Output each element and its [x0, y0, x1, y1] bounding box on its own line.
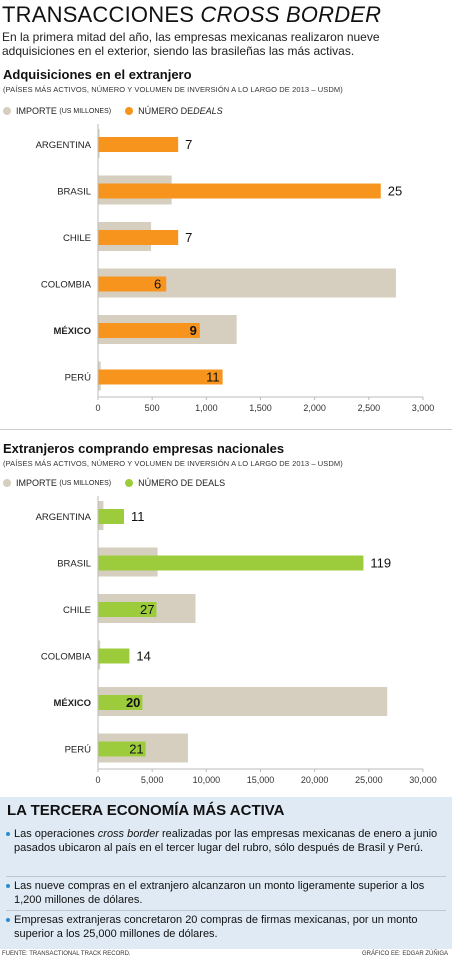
bullet-text-italic: cross border [97, 828, 159, 840]
c2-x-tick-label: 10,000 [193, 775, 221, 785]
c1-deals-bar [98, 183, 381, 199]
c2-category-label: BRASIL [57, 559, 91, 570]
c2-deals-bar [98, 648, 130, 664]
footer: FUENTE: TRANSACTIONAL TRACK RECORD. GRÁF… [0, 950, 452, 960]
c1-deals-bar [98, 369, 223, 385]
c2-deals-label: 119 [370, 556, 391, 571]
legend-label: IMPORTE [16, 478, 57, 488]
c1-x-tick-label: 500 [145, 403, 160, 413]
c1-x-tick-label: 1,000 [195, 403, 218, 413]
c2-x-tick-label: 30,000 [409, 775, 437, 785]
main-title-a: TRANSACCIONES [2, 2, 201, 27]
section-divider [0, 429, 452, 430]
c1-deals-bar [98, 137, 179, 152]
legend-label: NÚMERO DE [138, 106, 194, 116]
c1-category-label: MÉXICO [54, 326, 91, 337]
bullet-text: Las nueve compras en el extranjero alcan… [14, 880, 425, 906]
c1-category-label: CHILE [63, 233, 91, 244]
c1-x-tick-label: 2,000 [303, 403, 326, 413]
c2-category-label: PERÚ [65, 745, 92, 756]
c1-deals-bar [98, 323, 200, 338]
c1-deals-label: 25 [388, 184, 402, 199]
source-note: FUENTE: TRANSACTIONAL TRACK RECORD. [2, 951, 131, 957]
chart1-legend-deals: NÚMERO DE DEALS [125, 106, 223, 116]
legend-label-italic: DEALS [193, 106, 223, 116]
legend-dot-icon [3, 479, 11, 487]
main-title: TRANSACCIONES CROSS BORDER [2, 2, 450, 28]
c2-deals-bar [98, 741, 146, 757]
c1-deals-label: 7 [185, 137, 192, 152]
c2-category-label: ARGENTINA [36, 512, 92, 523]
c2-deals-label: 14 [136, 649, 150, 664]
c1-category-label: ARGENTINA [36, 140, 92, 151]
legend-unit: (US MILLONES) [59, 107, 112, 115]
c1-deals-label: 7 [185, 230, 192, 245]
box-title: LA TERCERA ECONOMÍA MÁS ACTIVA [7, 802, 285, 819]
c2-deals-label: 20 [126, 695, 140, 710]
summary-box: LA TERCERA ECONOMÍA MÁS ACTIVA Las opera… [0, 797, 452, 949]
main-title-b: CROSS BORDER [200, 2, 382, 27]
c1-x-tick-label: 2,500 [358, 403, 381, 413]
c2-deals-label: 27 [140, 602, 154, 617]
c2-deals-label: 11 [131, 509, 145, 524]
chart1-svg: ARGENTINA 7 BRASIL 25 CHILE 7 COLOMBIA 6 MÉXICO 9… [36, 124, 435, 413]
bullet-dot-icon [6, 884, 10, 888]
c1-x-tick-label: 0 [95, 403, 100, 413]
legend-label: NÚMERO DE DEALS [138, 478, 226, 488]
c1-x-tick-label: 1,500 [249, 403, 272, 413]
legend-dot-icon [125, 107, 134, 115]
bullet-text: Las operaciones [14, 828, 98, 840]
c2-x-tick-label: 25,000 [355, 775, 383, 785]
chart1-title: Adquisiciones en el extranjero [3, 67, 192, 82]
legend-dot-icon [125, 479, 134, 487]
c2-category-label: MÉXICO [54, 698, 91, 709]
c2-deals-bar [98, 555, 364, 571]
c2-deals-bar [98, 695, 143, 710]
c1-category-label: BRASIL [57, 187, 91, 198]
legend-label: IMPORTE [16, 106, 57, 116]
c2-category-label: CHILE [63, 605, 91, 616]
intro-text: En la primera mitad del año, las empresa… [2, 30, 380, 58]
chart2-title: Extranjeros comprando empresas nacionale… [3, 441, 285, 456]
chart1-subtitle: (PAÍSES MÁS ACTIVOS, NÚMERO Y VOLUMEN DE… [3, 85, 343, 94]
c1-deals-bar [98, 230, 179, 245]
c2-x-tick-label: 20,000 [301, 775, 329, 785]
chart1-legend: IMPORTE (US MILLONES) NÚMERO DE DEALS [3, 106, 237, 116]
bullet-3: Empresas extranjeras concretaron 20 comp… [6, 910, 446, 941]
c2-importe-bar [98, 687, 388, 716]
header: TRANSACCIONES CROSS BORDER En la primera… [2, 2, 450, 58]
bullet-dot-icon [6, 832, 10, 836]
c2-deals-label: 21 [129, 742, 143, 757]
c1-deals-bar [98, 276, 167, 292]
bullet-text: Empresas extranjeras concretaron 20 comp… [14, 914, 418, 940]
c1-deals-label: 9 [190, 323, 197, 338]
legend-unit: (US MILLONES) [59, 479, 112, 487]
c2-deals-bar [98, 509, 124, 524]
chart2-legend-importe: IMPORTE (US MILLONES) [3, 478, 111, 488]
c1-deals-label: 6 [154, 277, 161, 292]
c1-category-label: COLOMBIA [41, 280, 92, 291]
c2-x-tick-label: 5,000 [141, 775, 164, 785]
c2-deals-bar [98, 602, 157, 617]
c1-x-tick-label: 3,000 [412, 403, 435, 413]
chart2-subtitle: (PAÍSES MÁS ACTIVOS, NÚMERO Y VOLUMEN DE… [3, 459, 343, 468]
bullet-dot-icon [6, 918, 10, 922]
credit-note: GRÁFICO EE: EDGAR ZÚÑIGA [361, 951, 448, 957]
c1-category-label: PERÚ [65, 373, 92, 384]
chart1-legend-importe: IMPORTE (US MILLONES) [3, 106, 111, 116]
chart2-legend-deals: NÚMERO DE DEALS [125, 478, 225, 488]
c1-deals-label: 11 [206, 370, 220, 385]
bullet-text: realizadas por las empresas mexicanas de… [14, 828, 438, 854]
c2-x-tick-label: 0 [95, 775, 100, 785]
chart2-legend: IMPORTE (US MILLONES) NÚMERO DE DEALS [3, 478, 239, 488]
chart2-svg: ARGENTINA 11 BRASIL 119 CHILE 27 COLOMBIA 14 MÉX… [36, 496, 437, 785]
c2-category-label: COLOMBIA [41, 652, 92, 663]
bullet-2: Las nueve compras en el extranjero alcan… [6, 876, 446, 907]
bullet-1: Las operaciones cross border realizadas … [6, 827, 446, 855]
legend-dot-icon [3, 107, 11, 115]
c2-x-tick-label: 15,000 [247, 775, 275, 785]
